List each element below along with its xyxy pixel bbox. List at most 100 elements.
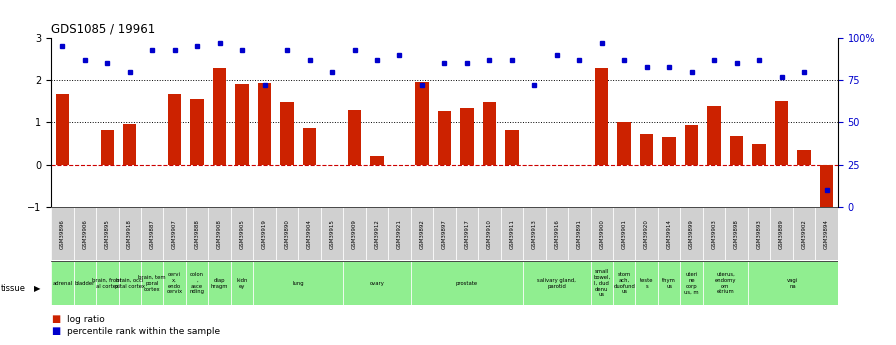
Bar [613,207,635,260]
Bar [771,207,793,260]
Bar [276,207,298,260]
Bar [254,207,276,260]
Text: GSM39914: GSM39914 [667,219,672,249]
Bar [370,156,383,165]
Bar [280,102,294,165]
Bar [483,102,496,165]
Text: GSM39910: GSM39910 [487,219,492,249]
Bar [523,207,546,260]
Bar [236,85,249,165]
Bar [748,261,838,305]
Text: GSM39892: GSM39892 [419,219,425,249]
Text: GSM39890: GSM39890 [285,219,289,249]
Text: GSM39920: GSM39920 [644,219,650,249]
Text: GDS1085 / 19961: GDS1085 / 19961 [51,22,155,36]
Text: GSM39904: GSM39904 [307,219,312,249]
Bar [635,207,658,260]
Bar [461,108,474,165]
Bar [51,261,73,305]
Text: brain, occi
pital cortex: brain, occi pital cortex [115,278,145,289]
Bar [456,207,478,260]
Bar [343,207,366,260]
Text: ovary: ovary [369,281,384,286]
Bar [658,207,680,260]
Bar [343,261,410,305]
Bar [118,207,141,260]
Bar [73,207,96,260]
Text: salivary gland,
parotid: salivary gland, parotid [538,278,576,289]
Text: GSM39905: GSM39905 [239,219,245,249]
Bar [501,207,523,260]
Bar [590,207,613,260]
Bar [141,261,163,305]
Bar [348,110,361,165]
Bar [388,207,410,260]
Text: GSM39907: GSM39907 [172,219,177,249]
Text: adrenal: adrenal [52,281,73,286]
Bar [658,261,680,305]
Text: GSM39899: GSM39899 [689,219,694,249]
Text: GSM39898: GSM39898 [734,219,739,249]
Bar [640,134,653,165]
Text: GSM39911: GSM39911 [509,219,514,249]
Text: GSM39916: GSM39916 [555,219,559,249]
Text: uterus,
endomy
om
etrium: uterus, endomy om etrium [715,272,737,294]
Bar [820,165,833,207]
Bar [163,207,186,260]
Bar [96,207,118,260]
Text: prostate: prostate [456,281,478,286]
Bar [410,207,433,260]
Bar [51,207,73,260]
Bar [254,261,343,305]
Bar [118,261,141,305]
Bar [730,136,744,165]
Bar [590,261,613,305]
Bar [209,207,231,260]
Text: GSM39896: GSM39896 [60,219,65,249]
Bar [685,125,698,165]
Bar [680,261,702,305]
Bar [568,207,590,260]
Bar [437,111,452,165]
Bar [775,101,788,165]
Text: stom
ach,
duofund
us: stom ach, duofund us [613,272,635,294]
Text: brain, tem
poral
cortex: brain, tem poral cortex [138,275,166,292]
Text: ■: ■ [51,326,60,336]
Text: ■: ■ [51,314,60,324]
Text: GSM39893: GSM39893 [756,219,762,249]
Bar [415,82,428,165]
Bar [613,261,635,305]
Bar [258,83,271,165]
Text: GSM39901: GSM39901 [622,219,626,249]
Bar [231,261,254,305]
Bar [209,261,231,305]
Bar [231,207,254,260]
Text: kidn
ey: kidn ey [237,278,248,289]
Bar [163,261,186,305]
Bar [617,122,631,165]
Bar [186,261,209,305]
Text: cervi
x,
endo
cervix: cervi x, endo cervix [167,272,183,294]
Bar [56,94,69,165]
Text: GSM39897: GSM39897 [442,219,447,249]
Bar [303,128,316,165]
Bar [797,150,811,165]
Text: log ratio: log ratio [67,315,105,324]
Bar [708,106,721,165]
Text: thym
us: thym us [662,278,676,289]
Text: GSM39906: GSM39906 [82,219,87,249]
Bar [546,207,568,260]
Text: GSM39909: GSM39909 [352,219,357,249]
Bar [815,207,838,260]
Bar [73,261,96,305]
Text: GSM39888: GSM39888 [194,219,200,249]
Bar [505,130,519,165]
Bar [702,261,748,305]
Bar [213,68,227,165]
Bar [123,124,136,165]
Bar [793,207,815,260]
Bar [321,207,343,260]
Bar [191,99,204,165]
Text: bladder: bladder [74,281,95,286]
Bar [595,68,608,165]
